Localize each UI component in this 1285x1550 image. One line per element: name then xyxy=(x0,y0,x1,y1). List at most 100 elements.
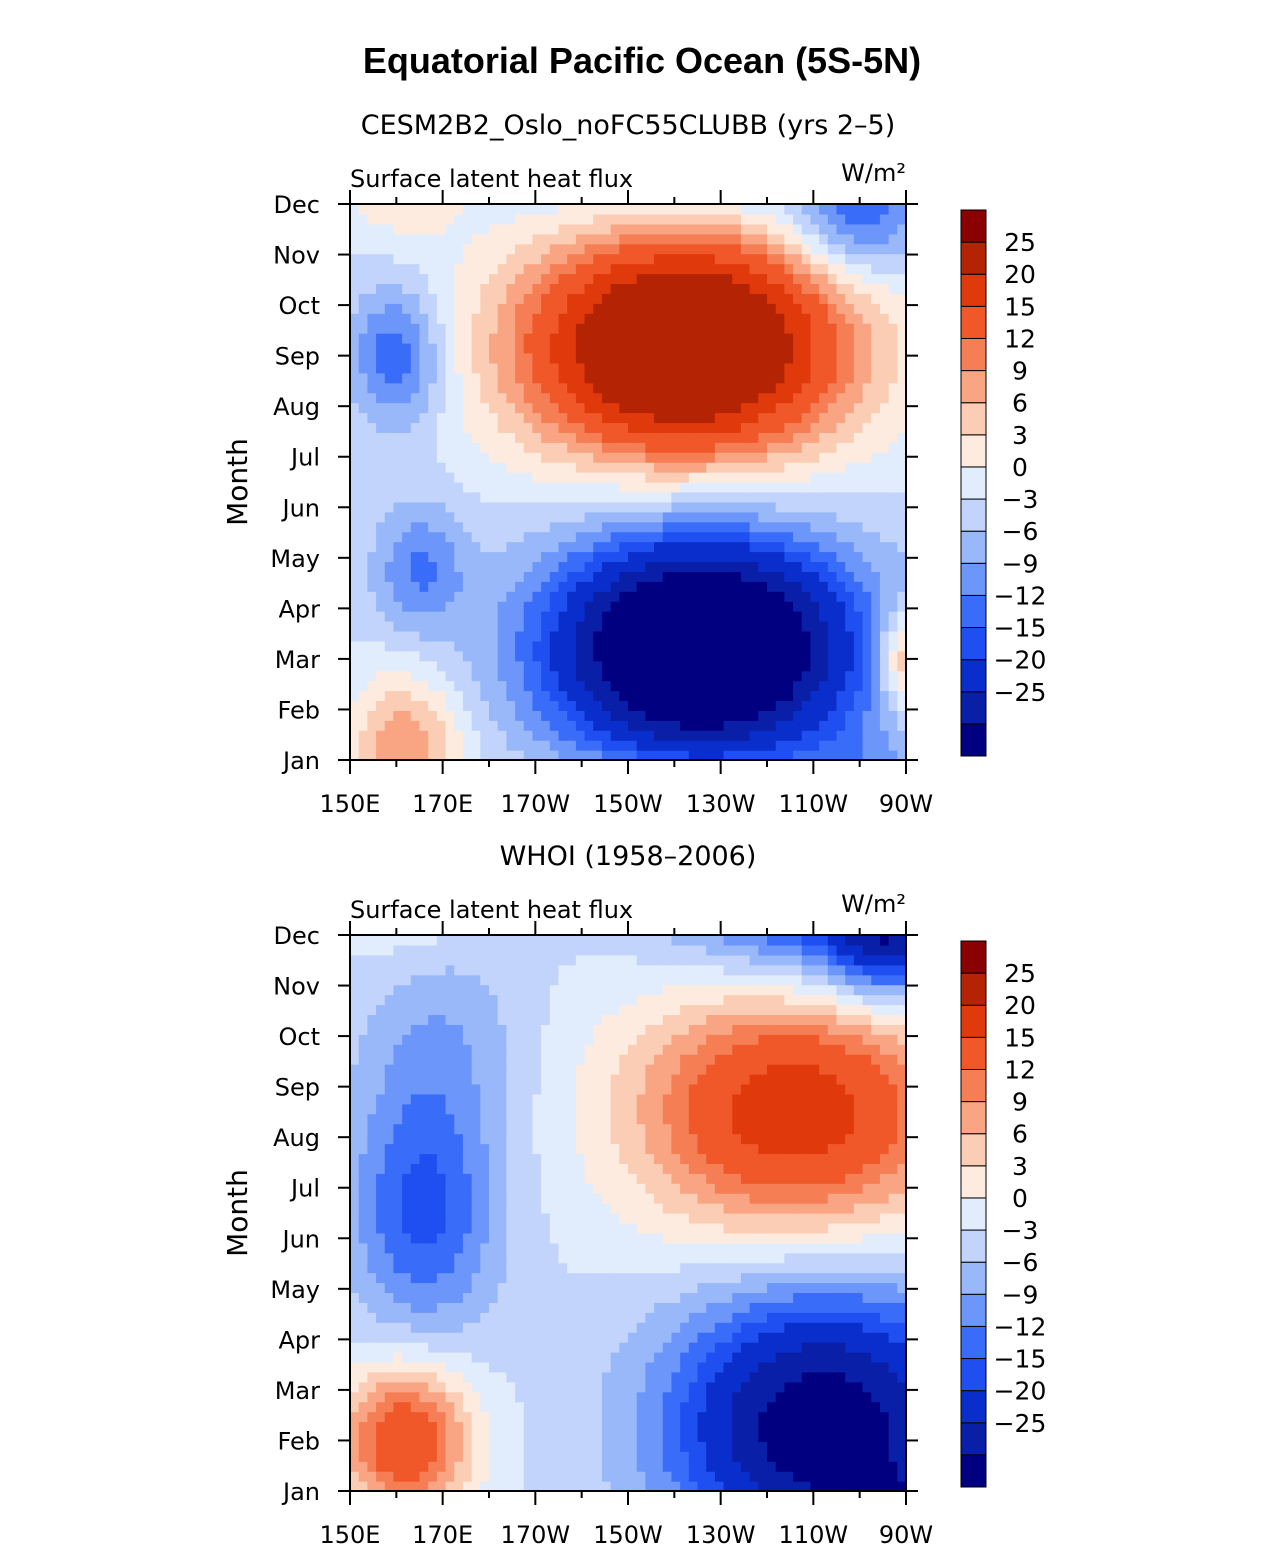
heat-cell xyxy=(784,253,794,265)
heat-cell xyxy=(706,253,716,265)
heat-cell xyxy=(662,1322,673,1333)
heat-cell xyxy=(549,213,560,225)
heat-cell xyxy=(376,1292,386,1303)
heat-cell xyxy=(601,362,612,374)
heat-cell xyxy=(636,1421,646,1433)
heat-cell xyxy=(497,491,507,503)
heat-cell xyxy=(784,333,794,344)
heat-cell xyxy=(358,1471,368,1482)
heat-cell xyxy=(845,1401,855,1413)
heat-cell xyxy=(879,1451,890,1462)
heat-cell xyxy=(410,1411,421,1423)
heat-cell xyxy=(845,1381,855,1393)
heat-cell xyxy=(384,621,395,632)
heat-cell xyxy=(784,1461,794,1472)
heat-cell xyxy=(480,740,490,751)
heat-cell xyxy=(654,402,664,414)
heat-cell xyxy=(480,1381,490,1393)
heat-cell xyxy=(619,750,629,761)
heat-cell xyxy=(619,1401,629,1413)
heat-cell xyxy=(393,1381,403,1393)
heat-cell xyxy=(879,283,890,294)
heat-cell xyxy=(393,690,403,702)
heat-cell xyxy=(601,333,612,344)
heat-cell xyxy=(827,591,838,602)
heat-cell xyxy=(532,422,542,433)
heat-cell xyxy=(654,621,664,632)
heat-cell xyxy=(619,273,629,285)
heat-cell xyxy=(836,640,846,652)
heat-cell xyxy=(714,501,725,513)
heat-cell xyxy=(584,690,594,702)
heat-cell xyxy=(845,720,855,731)
heat-cell xyxy=(523,640,534,652)
heat-cell xyxy=(819,581,829,592)
heat-cell xyxy=(645,531,655,543)
heat-cell xyxy=(410,1431,421,1442)
heat-cell xyxy=(697,690,707,702)
heat-cell xyxy=(549,372,560,384)
heat-cell xyxy=(506,402,516,414)
heat-cell xyxy=(454,283,464,294)
heat-cell xyxy=(767,1431,777,1442)
heat-cell xyxy=(767,650,777,662)
heat-cell xyxy=(897,541,907,553)
heat-cell xyxy=(862,402,872,414)
heat-cell xyxy=(445,660,455,672)
heat-cell xyxy=(489,1451,499,1462)
heat-cell xyxy=(706,1401,716,1413)
heat-cell xyxy=(523,730,534,741)
heat-cell xyxy=(888,1421,898,1433)
heat-cell xyxy=(593,1391,603,1403)
heat-cell xyxy=(541,601,551,612)
heat-cell xyxy=(601,402,612,414)
colorbar-label: −9 xyxy=(1002,549,1039,578)
heat-cell xyxy=(871,333,881,344)
heat-cell xyxy=(610,233,620,245)
heat-cell xyxy=(758,1371,768,1383)
heat-cell xyxy=(567,352,577,364)
heat-cell xyxy=(636,333,646,344)
heat-cell xyxy=(567,392,577,404)
heat-cell xyxy=(376,1411,386,1423)
heat-cell xyxy=(558,462,568,473)
heat-cell xyxy=(897,1352,907,1363)
heat-cell xyxy=(853,551,864,563)
heat-cell xyxy=(888,1381,898,1393)
heat-cell xyxy=(584,1441,594,1452)
heat-cell xyxy=(358,1391,368,1403)
heat-cell xyxy=(523,501,534,513)
heat-cell xyxy=(810,204,820,215)
heat-cell xyxy=(732,372,742,384)
heat-cell xyxy=(480,660,490,672)
heat-cell xyxy=(532,1292,542,1303)
heat-cell xyxy=(697,402,707,414)
heat-cell xyxy=(610,601,620,612)
heat-cell xyxy=(575,1421,586,1433)
heat-cell xyxy=(402,750,412,761)
heat-cell xyxy=(428,601,438,612)
heat-cell xyxy=(489,1411,499,1423)
heat-cell xyxy=(489,293,499,304)
heat-cell xyxy=(549,382,560,394)
heat-cell xyxy=(549,621,560,632)
heat-cell xyxy=(645,571,655,582)
heat-cell xyxy=(697,362,707,374)
heat-cell xyxy=(836,1371,846,1383)
heat-cell xyxy=(454,472,464,483)
heat-cell xyxy=(462,432,473,443)
heat-cell xyxy=(619,362,629,374)
heat-cell xyxy=(740,660,751,672)
heat-cell xyxy=(662,1381,673,1393)
heat-cell xyxy=(879,422,890,433)
heat-cell xyxy=(497,223,507,235)
heat-cell xyxy=(767,581,777,592)
heat-cell xyxy=(636,223,646,235)
heat-cell xyxy=(384,750,395,761)
heat-cell xyxy=(767,452,777,463)
heat-cell xyxy=(445,531,455,543)
heat-cell xyxy=(402,521,412,533)
heat-cell xyxy=(402,263,412,275)
heat-cell xyxy=(628,452,638,463)
heat-cell xyxy=(575,422,586,433)
